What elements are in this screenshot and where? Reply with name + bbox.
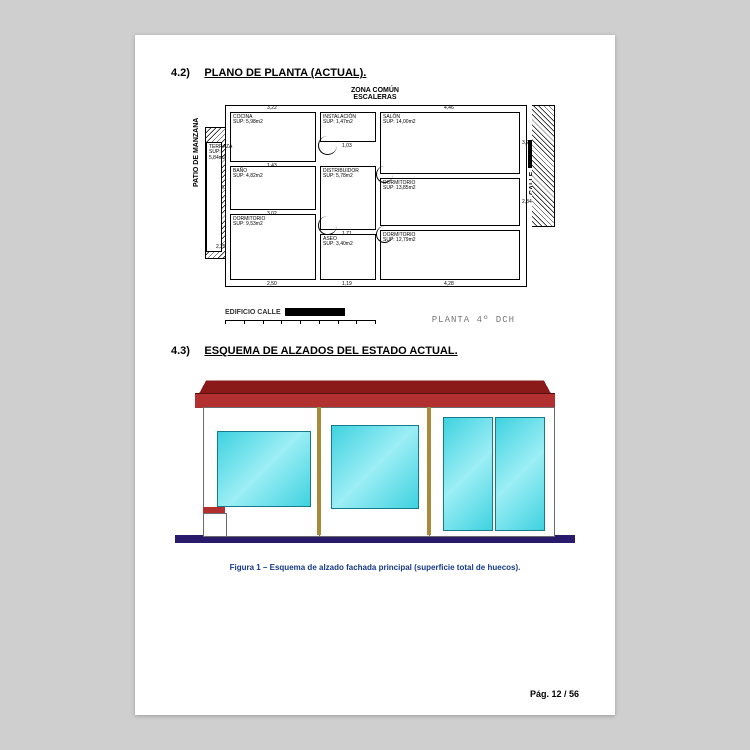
floor-plan-footer-redaction — [285, 308, 345, 316]
document-page: 4.2) PLANO DE PLANTA (ACTUAL). ZONA COMÚ… — [135, 35, 615, 715]
dim-label: 2,25 — [216, 244, 226, 250]
floor-plan-axis-left: PATIO DE MANZANA — [193, 118, 200, 187]
floor-plan-frame: COCINASUP: 5,98m23,221,43INSTALACIÓNSUP:… — [225, 105, 527, 287]
room-cocina: COCINASUP: 5,98m2 — [230, 112, 316, 162]
elevation-window-1 — [331, 425, 419, 509]
dim-label: 2,50 — [267, 281, 277, 287]
room-salon: SALÓNSUP: 14,00m2 — [380, 112, 520, 174]
elevation-divider-1 — [427, 407, 431, 535]
floor-plan-top-line2: ESCALERAS — [195, 94, 555, 101]
floor-plan: ZONA COMÚN ESCALERAS PATIO DE MANZANA CA… — [195, 87, 555, 327]
floor-plan-top-line1: ZONA COMÚN — [195, 87, 555, 94]
dim-label: 4,28 — [444, 281, 454, 287]
elevation-small-box — [203, 513, 227, 537]
elevation-window-0 — [217, 431, 311, 507]
dim-label: 3,22 — [267, 105, 277, 111]
section-4-3-title: ESQUEMA DE ALZADOS DEL ESTADO ACTUAL. — [204, 345, 457, 357]
elevation-window-3 — [495, 417, 545, 531]
dim-label: 1,19 — [342, 281, 352, 287]
door-arc — [376, 226, 393, 243]
dim-label: 2,84 — [522, 199, 532, 205]
page-number: Pág. 12 / 56 — [530, 689, 579, 699]
dim-label: 4,46 — [444, 105, 454, 111]
section-4-2-title: PLANO DE PLANTA (ACTUAL). — [204, 67, 366, 79]
elevation-roof-edge-0 — [195, 393, 315, 408]
door-arc — [318, 136, 337, 155]
room-dorm1: DORMITORIOSUP: 13,85m2 — [380, 178, 520, 226]
door-arc — [376, 166, 393, 183]
door-arc — [318, 216, 337, 235]
section-4-3-heading: 4.3) ESQUEMA DE ALZADOS DEL ESTADO ACTUA… — [171, 341, 579, 359]
section-4-3: 4.3) ESQUEMA DE ALZADOS DEL ESTADO ACTUA… — [171, 341, 579, 572]
section-4-2-heading: 4.2) PLANO DE PLANTA (ACTUAL). — [171, 63, 579, 81]
section-4-3-number: 4.3) — [171, 345, 190, 357]
floor-plan-terrace-right — [532, 105, 555, 227]
room-dorm3: DORMITORIOSUP: 12,79m2 — [380, 230, 520, 280]
section-4-2-number: 4.2) — [171, 67, 190, 79]
elevation-divider-0 — [317, 407, 321, 535]
floor-plan-scale-bar — [225, 320, 375, 327]
elevation-roof-edge-1 — [315, 393, 433, 408]
elevation-caption: Figura 1 – Esquema de alzado fachada pri… — [171, 563, 579, 572]
elevation-small-box-roof — [203, 507, 225, 513]
room-bano: BAÑOSUP: 4,82m2 — [230, 166, 316, 210]
room-dorm2: DORMITORIOSUP: 9,53m2 — [230, 214, 316, 280]
floor-plan-top-label: ZONA COMÚN ESCALERAS — [195, 87, 555, 102]
floor-plan-footer: EDIFICIO CALLE PLANTA 4º DCH — [225, 308, 555, 327]
floor-plan-edificio: EDIFICIO CALLE — [225, 309, 281, 316]
room-terraza: TERRAZASUP: 5,84m2 — [206, 142, 222, 252]
dim-label: 3,2 — [522, 140, 529, 146]
floor-plan-planta-label: PLANTA 4º DCH — [432, 315, 515, 325]
elevation-figure — [175, 365, 575, 555]
elevation-window-2 — [443, 417, 493, 531]
room-aseo: ASEOSUP: 3,40m2 — [320, 234, 376, 280]
elevation-roof-edge-2 — [433, 393, 555, 408]
dim-label: 1,03 — [342, 143, 352, 149]
